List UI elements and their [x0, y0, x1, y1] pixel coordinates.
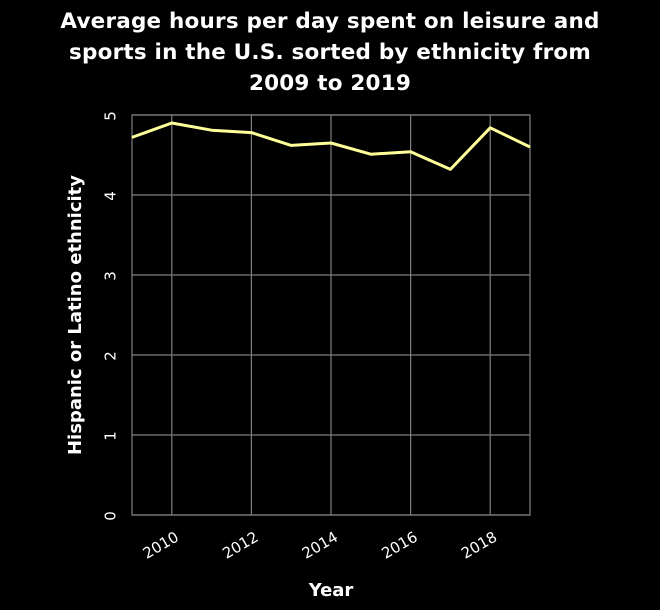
plot-frame — [131, 114, 531, 516]
y-tick-label: 2 — [102, 351, 120, 361]
x-tick-label: 2014 — [299, 528, 341, 563]
x-tick-label: 2012 — [219, 528, 261, 563]
y-tick-label: 5 — [102, 111, 120, 121]
y-tick-label: 1 — [102, 431, 120, 441]
series-layer — [131, 121, 531, 171]
y-tick-label: 3 — [102, 271, 120, 281]
tick-labels: 0 1 2 3 4 5 2010 2012 2014 2016 2018 — [102, 111, 501, 562]
series-line-0 — [131, 121, 531, 171]
chart-title: Average hours per day spent on leisure a… — [0, 6, 660, 99]
x-tick-label: 2010 — [140, 528, 182, 563]
chart-title-line-3: 2009 to 2019 — [248, 71, 412, 96]
chart-title-line-2: sports in the U.S. sorted by ethnicity f… — [69, 40, 591, 65]
y-axis-label: Hispanic or Latino ethnicity — [65, 175, 86, 455]
x-tick-label: 2018 — [458, 528, 500, 563]
chart-title-line-1: Average hours per day spent on leisure a… — [60, 9, 600, 34]
x-tick-label: 2016 — [379, 528, 421, 563]
y-tick-label: 0 — [102, 511, 120, 521]
y-tick-label: 4 — [102, 191, 120, 201]
grid — [131, 114, 531, 516]
x-axis-label: Year — [308, 580, 354, 601]
